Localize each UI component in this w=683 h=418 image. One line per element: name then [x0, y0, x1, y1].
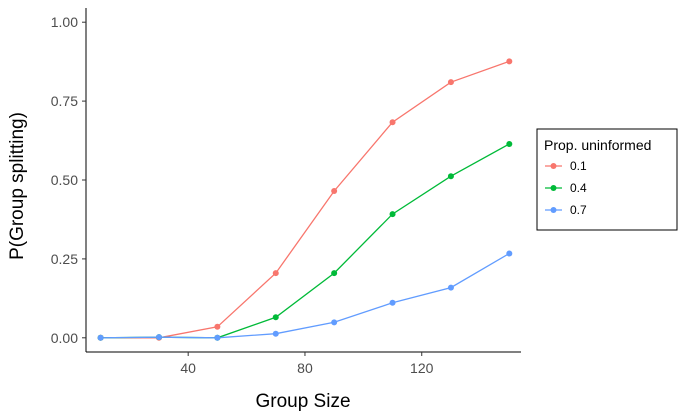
legend-label: 0.1 [570, 159, 587, 173]
data-point-0.1 [272, 270, 279, 277]
x-axis-title: Group Size [255, 391, 350, 412]
data-point-0.4 [506, 141, 513, 148]
legend-title: Prop. uninformed [544, 137, 651, 153]
x-tick-label: 120 [410, 360, 434, 376]
legend-box [536, 128, 678, 231]
legend-label: 0.4 [570, 181, 587, 195]
legend-label: 0.7 [570, 203, 587, 217]
y-axis-title: P(Group splitting) [7, 112, 28, 260]
data-point-0.7 [272, 330, 279, 337]
legend-key-point [550, 185, 557, 191]
data-point-0.1 [447, 79, 454, 86]
y-tick-label: 0.25 [51, 251, 78, 267]
series-line-0.1 [100, 60, 510, 339]
data-point-0.1 [214, 323, 221, 330]
data-point-0.4 [447, 173, 454, 180]
x-tick-label: 80 [297, 360, 313, 376]
x-tick-label: 40 [180, 360, 196, 376]
plot-area: 0.00 0.25 0.50 0.75 1.00 40 80 120 [51, 8, 521, 376]
y-tick-label: 1.00 [51, 14, 78, 30]
data-point-0.7 [97, 334, 104, 341]
data-point-0.4 [331, 270, 338, 277]
data-point-0.7 [506, 250, 513, 257]
y-tick-label: 0.50 [51, 172, 78, 188]
data-point-0.4 [272, 314, 279, 321]
data-point-0.1 [506, 58, 513, 65]
data-point-0.1 [331, 188, 338, 195]
series-line-0.7 [100, 252, 510, 339]
data-point-0.7 [214, 334, 221, 341]
data-point-0.7 [447, 284, 454, 291]
series-line-0.4 [100, 143, 510, 339]
legend: Prop. uninformed 0.1 0.4 0.7 [536, 128, 678, 231]
data-point-0.7 [389, 299, 396, 306]
data-point-0.1 [389, 119, 396, 126]
data-point-0.7 [155, 334, 162, 341]
data-point-0.7 [331, 319, 338, 326]
y-tick-label: 0.00 [51, 330, 78, 346]
data-point-0.4 [389, 211, 396, 218]
legend-key-point [550, 207, 557, 213]
legend-key-point [550, 163, 557, 169]
y-tick-label: 0.75 [51, 93, 78, 109]
